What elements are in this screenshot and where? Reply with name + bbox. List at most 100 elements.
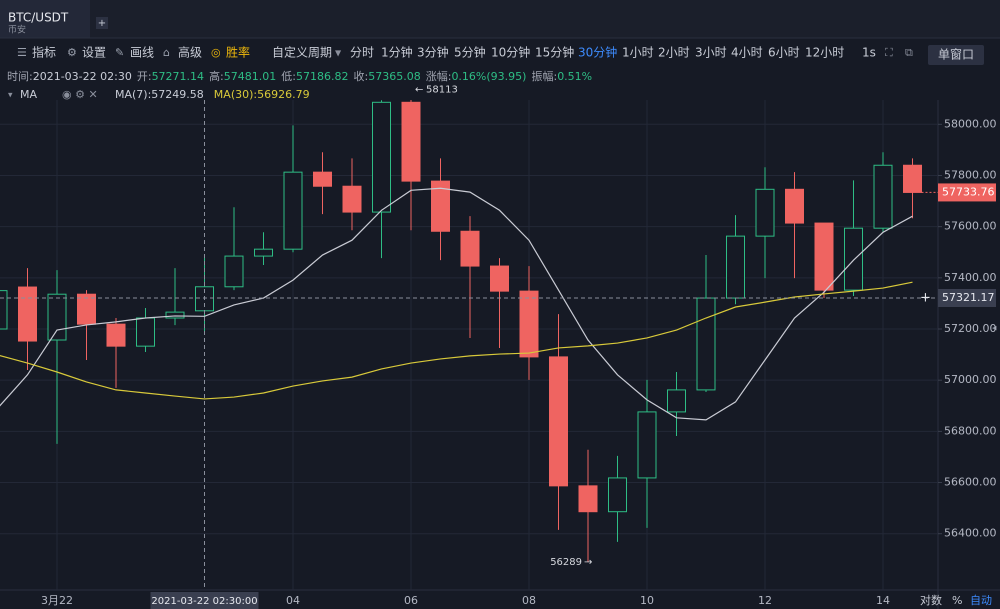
dropdown-icon: ▼ [335, 49, 342, 58]
candle-body [136, 317, 155, 347]
candle-body [372, 101, 391, 213]
info-label: 高: [209, 69, 224, 83]
collapse-icon[interactable]: ▾ [8, 91, 13, 101]
tool[interactable]: 指标 [32, 45, 56, 60]
info-label: 时间: [7, 70, 33, 83]
add-tab[interactable] [96, 17, 108, 29]
tool-icon: ⌂ [163, 46, 170, 59]
candle-body [254, 248, 273, 257]
tab-bar [0, 0, 1000, 38]
candle-body [283, 171, 303, 250]
symbol-tab[interactable] [0, 0, 90, 38]
period[interactable]: 5分钟 [454, 45, 486, 60]
tool[interactable]: 画线 [130, 46, 154, 60]
tool[interactable]: 胜率 [226, 45, 250, 60]
seconds-period[interactable]: 1s [862, 46, 876, 60]
period[interactable]: 分时 [350, 46, 374, 60]
x-tick-label: 04 [286, 594, 300, 607]
x-tick-label: 10 [640, 594, 654, 607]
info-label: 低: [281, 70, 296, 83]
x-tick-label: 12 [758, 594, 772, 607]
period[interactable]: 3分钟 [417, 45, 449, 60]
scale-option[interactable]: % [952, 594, 962, 607]
candle-body [814, 222, 834, 291]
period[interactable]: 3小时 [695, 46, 727, 60]
candle-body [844, 227, 863, 291]
info-label: 收: [354, 69, 369, 83]
window-mode-button[interactable] [928, 45, 984, 65]
tool-icon: ⚙ [67, 46, 77, 59]
crosshair-price: 57321.17 [942, 291, 995, 304]
indicator-name: MA [20, 88, 37, 101]
y-tick-label: 56800.00 [944, 424, 997, 437]
info-value: 57271.14 [152, 70, 205, 83]
candle-body [0, 290, 8, 330]
tool[interactable]: 高级 [178, 45, 202, 60]
info-value: 0.16%(93.95) [451, 70, 526, 83]
y-tick-label: 58000.00 [944, 117, 997, 130]
y-tick-label: 57800.00 [944, 168, 997, 181]
candle-body [578, 485, 598, 513]
symbol: BTC/USDT [8, 11, 69, 25]
crosshair-time: 2021-03-22 02:30:00 [151, 596, 257, 607]
legend-entry: MA(30):56926.79 [214, 88, 310, 101]
scale-option[interactable]: 自动 [970, 594, 992, 607]
info-value: 2021-03-22 02:30 [33, 70, 132, 83]
period[interactable]: 10分钟 [491, 45, 530, 60]
exchange: 币安 [8, 24, 26, 36]
tool-icon: ✎ [115, 46, 124, 59]
info-value: 0.51% [557, 70, 592, 83]
tool[interactable]: 设置 [82, 46, 106, 60]
candle-body [637, 411, 657, 479]
legend-entry: MA(7):57249.58 [115, 88, 204, 101]
info-value: 57186.82 [296, 70, 349, 83]
window-mode: 单窗口 [938, 48, 974, 62]
crosshair-time-box [150, 592, 259, 609]
candle-body [903, 164, 922, 193]
arrow: ← [415, 84, 423, 95]
y-tick-label: 57600.00 [944, 220, 997, 233]
last-price-box [938, 183, 996, 202]
info-bar: 时间:2021-03-22 02:30 开:57271.14 高:57481.01 低… [7, 69, 592, 83]
period[interactable]: 15分钟 [535, 45, 574, 60]
period[interactable]: 1小时 [622, 46, 654, 60]
indicator-icons[interactable]: ◉ ⚙ ✕ [62, 88, 98, 101]
low-annotation: 56289 [550, 557, 582, 568]
y-tick-label: 57200.00 [944, 322, 997, 335]
period[interactable]: 12小时 [805, 46, 844, 60]
ma-line [0, 281, 913, 400]
candle-body [726, 235, 745, 299]
x-tick-label: 14 [876, 594, 890, 607]
candle-body [18, 286, 37, 342]
candle-body [106, 323, 126, 347]
y-tick-label: 57400.00 [944, 271, 997, 284]
period[interactable]: 4小时 [731, 46, 763, 60]
plot [0, 100, 938, 590]
custom-period[interactable]: 自定义周期 [272, 45, 332, 60]
scale-option[interactable]: 对数 [920, 593, 942, 607]
info-label: 开: [137, 70, 152, 83]
ma-line [0, 187, 913, 421]
fullscreen-icon[interactable]: ⛶ [885, 46, 893, 59]
y-tick-label: 57000.00 [944, 373, 997, 386]
scroll-handle[interactable]: ◂ [992, 324, 997, 334]
period[interactable]: 30分钟 [578, 45, 617, 60]
x-tick-label: 08 [522, 594, 536, 607]
period[interactable]: 1分钟 [381, 45, 413, 60]
candle-body [313, 171, 332, 187]
period[interactable]: 6小时 [768, 46, 800, 60]
candle-body [47, 293, 67, 341]
candle-body [431, 180, 450, 232]
y-tick-label: 56600.00 [944, 476, 997, 489]
popout-icon[interactable]: ⧉ [905, 46, 913, 59]
x-tick-label: 06 [404, 594, 418, 607]
crosshair-plus[interactable]: + [920, 291, 931, 306]
info-label: 涨幅: [426, 70, 452, 83]
candle-body [401, 101, 421, 182]
period[interactable]: 2小时 [658, 46, 690, 60]
candle-body [785, 188, 804, 224]
candle-body [873, 164, 893, 229]
info-value: 57365.08 [368, 70, 421, 83]
